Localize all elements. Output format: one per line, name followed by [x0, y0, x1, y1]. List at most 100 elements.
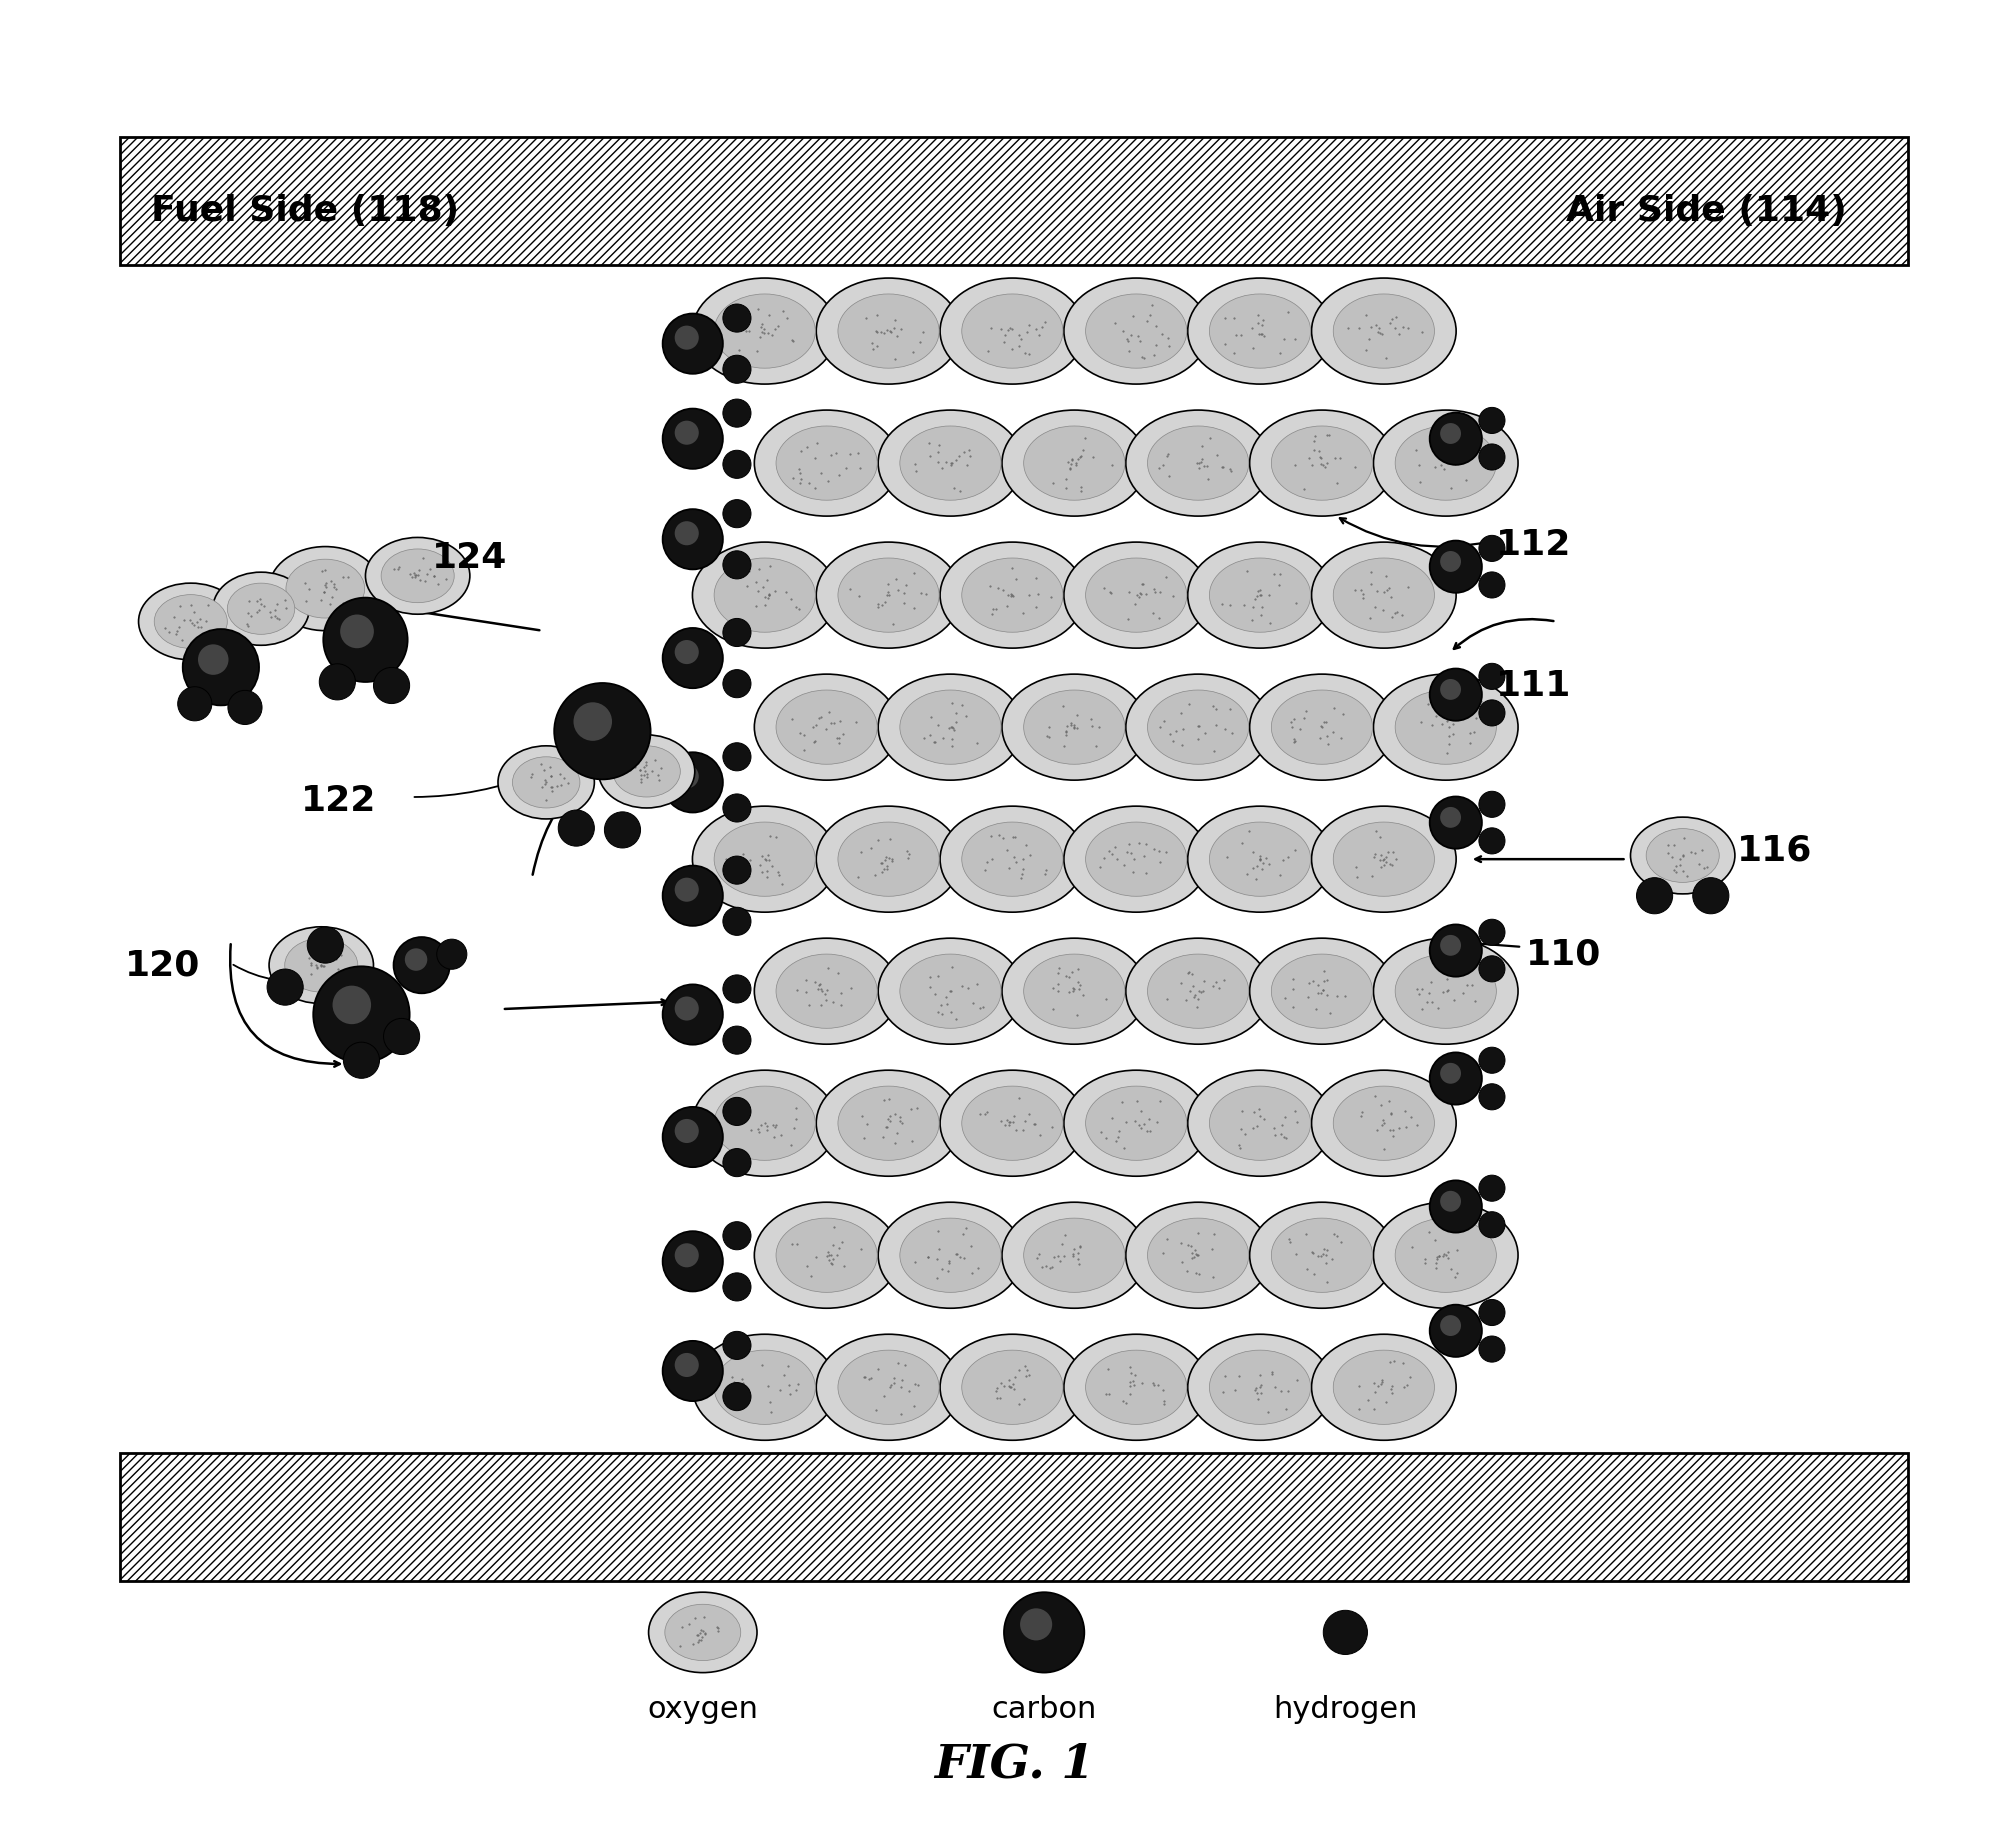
Ellipse shape	[662, 985, 723, 1044]
Ellipse shape	[1001, 409, 1146, 515]
Ellipse shape	[723, 1272, 751, 1302]
Ellipse shape	[755, 409, 899, 515]
Ellipse shape	[723, 907, 751, 936]
Ellipse shape	[662, 866, 723, 925]
Ellipse shape	[723, 1382, 751, 1411]
Ellipse shape	[755, 938, 899, 1044]
Ellipse shape	[961, 1351, 1062, 1424]
Text: 111: 111	[1495, 669, 1571, 702]
Ellipse shape	[775, 954, 877, 1029]
Ellipse shape	[393, 938, 450, 993]
Ellipse shape	[1004, 1592, 1084, 1673]
Ellipse shape	[554, 684, 650, 779]
Ellipse shape	[1311, 543, 1455, 649]
Ellipse shape	[899, 954, 1001, 1029]
Ellipse shape	[692, 543, 837, 649]
Ellipse shape	[1126, 675, 1270, 781]
Ellipse shape	[1646, 828, 1718, 883]
Ellipse shape	[1477, 1047, 1505, 1073]
Ellipse shape	[574, 702, 612, 740]
Ellipse shape	[438, 940, 466, 969]
Ellipse shape	[267, 969, 303, 1005]
Ellipse shape	[815, 543, 961, 649]
Ellipse shape	[229, 691, 261, 724]
Ellipse shape	[383, 1018, 419, 1055]
Ellipse shape	[1439, 806, 1461, 828]
Ellipse shape	[1477, 664, 1505, 689]
Ellipse shape	[1395, 426, 1495, 501]
Ellipse shape	[333, 985, 371, 1024]
Ellipse shape	[837, 558, 939, 632]
Ellipse shape	[723, 499, 751, 528]
Ellipse shape	[1429, 413, 1481, 464]
Ellipse shape	[877, 938, 1022, 1044]
Ellipse shape	[1477, 1175, 1505, 1201]
Ellipse shape	[1001, 675, 1146, 781]
Ellipse shape	[1311, 806, 1455, 912]
Ellipse shape	[723, 550, 751, 579]
Ellipse shape	[714, 1086, 815, 1161]
Ellipse shape	[1208, 558, 1311, 632]
Ellipse shape	[837, 823, 939, 896]
Ellipse shape	[1064, 1334, 1208, 1440]
Ellipse shape	[365, 537, 470, 614]
Ellipse shape	[373, 667, 409, 704]
Ellipse shape	[1086, 558, 1186, 632]
Ellipse shape	[662, 629, 723, 687]
Ellipse shape	[692, 278, 837, 384]
Ellipse shape	[775, 1217, 877, 1292]
Text: 122: 122	[301, 784, 377, 817]
Ellipse shape	[961, 823, 1062, 896]
Text: hydrogen: hydrogen	[1272, 1695, 1417, 1724]
Ellipse shape	[723, 742, 751, 771]
Ellipse shape	[1001, 1203, 1146, 1309]
Ellipse shape	[674, 877, 698, 901]
Ellipse shape	[674, 420, 698, 444]
Ellipse shape	[815, 1334, 961, 1440]
Text: 110: 110	[1525, 938, 1602, 971]
Ellipse shape	[662, 1108, 723, 1166]
Ellipse shape	[1064, 806, 1208, 912]
Ellipse shape	[1333, 294, 1433, 367]
Ellipse shape	[1146, 689, 1248, 764]
Ellipse shape	[662, 314, 723, 373]
Ellipse shape	[674, 325, 698, 349]
Ellipse shape	[755, 675, 899, 781]
Ellipse shape	[1248, 675, 1393, 781]
Ellipse shape	[662, 409, 723, 468]
Ellipse shape	[1477, 408, 1505, 433]
Ellipse shape	[1126, 938, 1270, 1044]
Ellipse shape	[1333, 1086, 1433, 1161]
Ellipse shape	[1146, 1217, 1248, 1292]
Bar	[120, 1453, 1907, 1581]
Ellipse shape	[1395, 689, 1495, 764]
Ellipse shape	[1439, 550, 1461, 572]
Ellipse shape	[961, 1086, 1062, 1161]
Ellipse shape	[1248, 938, 1393, 1044]
Text: carbon: carbon	[991, 1695, 1096, 1724]
Ellipse shape	[723, 1026, 751, 1055]
Ellipse shape	[1636, 877, 1672, 914]
Ellipse shape	[269, 927, 373, 1004]
Ellipse shape	[1208, 294, 1311, 367]
Ellipse shape	[323, 598, 407, 682]
Ellipse shape	[313, 967, 409, 1062]
Ellipse shape	[269, 547, 381, 631]
Ellipse shape	[1439, 1314, 1461, 1336]
Ellipse shape	[179, 687, 213, 720]
Ellipse shape	[1373, 675, 1517, 781]
Ellipse shape	[723, 303, 751, 333]
Ellipse shape	[755, 1203, 899, 1309]
Ellipse shape	[723, 974, 751, 1004]
Ellipse shape	[1024, 426, 1124, 501]
Ellipse shape	[877, 675, 1022, 781]
Ellipse shape	[1020, 1609, 1052, 1640]
Ellipse shape	[1248, 409, 1393, 515]
Ellipse shape	[1477, 1300, 1505, 1325]
Ellipse shape	[1429, 541, 1481, 592]
Ellipse shape	[837, 1086, 939, 1161]
Text: oxygen: oxygen	[646, 1695, 759, 1724]
Ellipse shape	[723, 856, 751, 885]
Ellipse shape	[775, 426, 877, 501]
Ellipse shape	[1270, 689, 1373, 764]
